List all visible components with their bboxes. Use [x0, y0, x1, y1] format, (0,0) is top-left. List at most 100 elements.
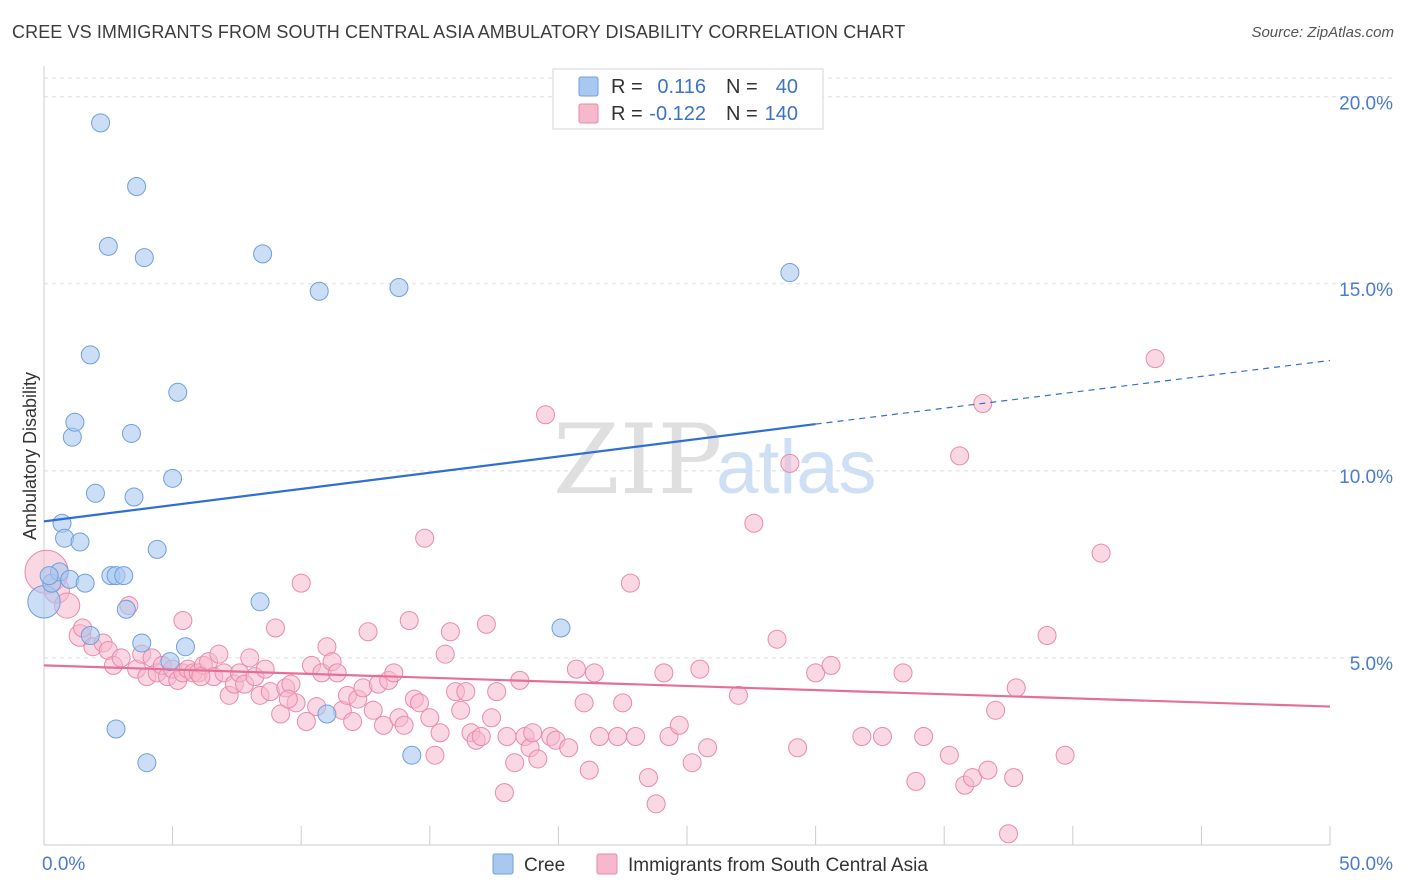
watermark: ZIP atlas: [553, 404, 877, 516]
imm-point-94: [566, 659, 586, 679]
imm-point-61: [384, 663, 404, 683]
cree-point-35: [389, 278, 409, 298]
imm-point-71: [435, 644, 455, 664]
imm-point-111: [728, 685, 748, 705]
imm-point-88: [523, 723, 543, 743]
cree-point-21: [124, 487, 144, 507]
imm-point-139: [278, 689, 298, 709]
imm-point-117: [821, 655, 841, 675]
cree-point-16: [106, 719, 126, 739]
bottom-legend: Cree Immigrants from South Central Asia: [492, 853, 928, 876]
imm-point-113: [767, 629, 787, 649]
cree-point-31: [250, 592, 270, 612]
imm-point-98: [590, 726, 610, 746]
imm-point-135: [1091, 543, 1111, 563]
source-label: Source: ZipAtlas.com: [1251, 24, 1394, 41]
y-tick-label-2: 15.0%: [1339, 280, 1393, 301]
cree-point-22: [127, 177, 147, 197]
imm-point-114: [780, 453, 800, 473]
imm-point-112: [744, 513, 764, 533]
cree-point-23: [132, 633, 152, 653]
cree-point-38: [780, 263, 800, 283]
axes: [43, 66, 1331, 846]
imm-point-72: [440, 622, 460, 642]
imm-point-66: [410, 693, 430, 713]
imm-point-123: [939, 745, 959, 765]
imm-point-79: [476, 614, 496, 634]
imm-point-84: [505, 753, 525, 773]
cree-point-28: [163, 468, 183, 488]
imm-point-70: [430, 723, 450, 743]
imm-point-120: [893, 663, 913, 683]
imm-point-90: [536, 405, 556, 425]
imm-point-27: [209, 644, 229, 664]
imm-point-129: [986, 700, 1006, 720]
cree-point-20: [121, 423, 141, 443]
imm-point-116: [806, 663, 826, 683]
imm-point-122: [914, 726, 934, 746]
bottom-legend-cree: Cree: [524, 855, 565, 876]
imm-point-9: [111, 648, 131, 668]
imm-point-118: [852, 726, 872, 746]
chart-title: CREE VS IMMIGRANTS FROM SOUTH CENTRAL AS…: [12, 22, 906, 42]
imm-trend-line: [43, 664, 1331, 708]
imm-point-59: [374, 715, 394, 735]
watermark-zip: ZIP: [553, 404, 722, 516]
imm-point-43: [291, 573, 311, 593]
imm-point-100: [613, 693, 633, 713]
imm-point-53: [343, 712, 363, 732]
x-tick-label-0: 0.0%: [42, 854, 85, 875]
imm-point-82: [494, 783, 514, 803]
legend-swatch-cree: [578, 76, 599, 97]
cree-point-11: [80, 345, 100, 365]
cree-point-34: [317, 704, 337, 724]
x-tick-label-1: 50.0%: [1339, 854, 1393, 875]
legend-imm-n-label: N =: [726, 103, 758, 125]
imm-point-131: [1004, 768, 1024, 788]
legend-cree-n-label: N =: [726, 76, 758, 98]
cree-trend-line: [43, 422, 816, 523]
imm-point-64: [399, 611, 419, 631]
imm-point-44: [296, 712, 316, 732]
imm-point-107: [669, 715, 689, 735]
imm-point-83: [497, 726, 517, 746]
imm-point-110: [698, 738, 718, 758]
cree-point-13: [91, 113, 111, 133]
imm-point-95: [574, 693, 594, 713]
imm-point-56: [358, 622, 378, 642]
imm-point-50: [327, 663, 347, 683]
imm-point-137: [173, 611, 193, 631]
imm-point-93: [559, 738, 579, 758]
legend-imm-n-value: 140: [765, 103, 798, 125]
imm-point-128: [978, 760, 998, 780]
imm-point-102: [626, 726, 646, 746]
cree-point-24: [134, 248, 154, 268]
y-axis-label: Ambulatory Disability: [20, 372, 40, 540]
y-tick-label-1: 10.0%: [1339, 467, 1393, 488]
cree-point-25: [137, 753, 157, 773]
tick-labels: 5.0% 10.0% 15.0% 20.0% 0.0% 50.0%: [42, 94, 1393, 875]
cree-point-7: [65, 412, 85, 432]
cree-point-36: [402, 745, 422, 765]
bottom-legend-swatch-cree: [492, 853, 514, 875]
legend-swatch-imm: [578, 103, 599, 124]
imm-point-78: [471, 726, 491, 746]
legend-cree-r-value: 0.116: [657, 76, 706, 98]
cree-point-29: [168, 382, 188, 402]
imm-point-138: [191, 667, 211, 687]
cree-point-10: [80, 625, 100, 645]
imm-point-108: [682, 753, 702, 773]
imm-point-109: [690, 659, 710, 679]
imm-point-96: [579, 760, 599, 780]
cree-point-30: [175, 637, 195, 657]
legend-cree-r-label: R =: [611, 76, 643, 98]
cree-point-8: [70, 532, 90, 552]
bottom-legend-swatch-imm: [596, 853, 618, 875]
imm-point-130: [999, 824, 1018, 844]
imm-point-81: [487, 682, 507, 702]
cree-point-37: [551, 618, 571, 638]
imm-point-124: [950, 446, 970, 466]
cree-points: [27, 113, 800, 773]
imm-point-63: [394, 715, 414, 735]
